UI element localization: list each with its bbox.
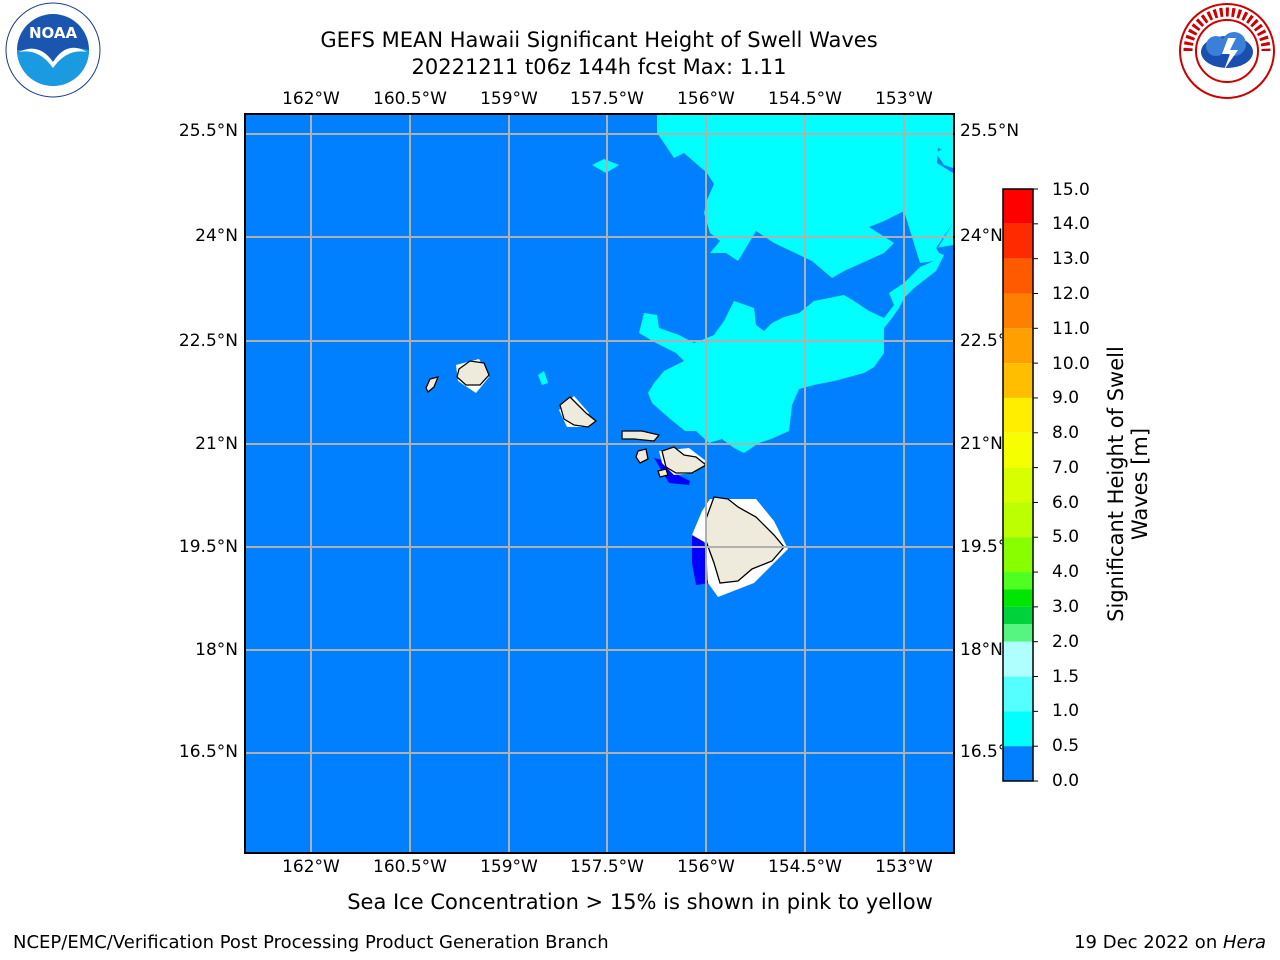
lon-label-top: 154.5°W bbox=[768, 89, 842, 109]
lon-label-bottom: 153°W bbox=[875, 857, 933, 877]
island-kahoolawe bbox=[657, 468, 669, 478]
lat-label-left: 16.5°N bbox=[178, 742, 238, 762]
swell-contour-1-1.5m bbox=[639, 253, 944, 453]
lon-label-bottom: 160.5°W bbox=[373, 857, 447, 877]
colorbar-band bbox=[1003, 467, 1033, 503]
colorbar-band bbox=[1003, 328, 1033, 364]
colorbar-label: Significant Height of Swell Waves [m] bbox=[1104, 346, 1152, 622]
island-oahu bbox=[559, 396, 598, 428]
colorbar-band bbox=[1003, 624, 1033, 642]
hawaii-swell-map bbox=[244, 113, 955, 854]
colorbar-band bbox=[1003, 363, 1033, 398]
lat-label-right: 21°N bbox=[960, 434, 1003, 454]
swell-contour-1-1.5m bbox=[538, 371, 548, 385]
colorbar bbox=[1002, 188, 1038, 782]
swell-contour-1-1.5m bbox=[592, 159, 619, 173]
colorbar-band bbox=[1003, 189, 1033, 224]
island-kauai bbox=[456, 360, 490, 386]
colorbar-tick-label: 1.5 bbox=[1052, 667, 1080, 687]
lon-label-bottom: 157.5°W bbox=[570, 857, 644, 877]
colorbar-tick-label: 12.0 bbox=[1052, 284, 1090, 304]
colorbar-tick-label: 13.0 bbox=[1052, 249, 1090, 269]
graticule bbox=[245, 114, 954, 853]
colorbar-band bbox=[1003, 223, 1033, 259]
colorbar-band bbox=[1003, 572, 1033, 590]
colorbar-band bbox=[1003, 537, 1033, 573]
colorbar-tick-label: 8.0 bbox=[1052, 423, 1080, 443]
colorbar-tick-label: 7.0 bbox=[1052, 458, 1080, 478]
colorbar-band bbox=[1003, 397, 1033, 433]
footer-date: 19 Dec 2022 on Hera bbox=[1074, 932, 1266, 953]
swell-contour-1-1.5m bbox=[936, 223, 953, 248]
lat-label-left: 24°N bbox=[195, 226, 238, 246]
lat-label-left: 22.5°N bbox=[178, 331, 238, 351]
svg-text:NOAA: NOAA bbox=[29, 24, 78, 42]
colorbar-tick-label: 3.0 bbox=[1052, 597, 1080, 617]
colorbar-band bbox=[1003, 606, 1033, 625]
map-subtitle: Sea Ice Concentration > 15% is shown in … bbox=[347, 890, 933, 914]
lat-label-left: 21°N bbox=[195, 434, 238, 454]
lon-label-top: 162°W bbox=[282, 89, 340, 109]
colorbar-tick-label: 6.0 bbox=[1052, 493, 1080, 513]
lon-label-top: 153°W bbox=[875, 89, 933, 109]
colorbar-band bbox=[1003, 293, 1033, 329]
colorbar-tick-label: 0.0 bbox=[1052, 771, 1080, 791]
island-lanai bbox=[635, 448, 649, 464]
island-hawaii bbox=[705, 496, 785, 584]
noaa-logo: NOAA bbox=[5, 2, 101, 98]
lon-label-top: 160.5°W bbox=[373, 89, 447, 109]
map-frame bbox=[244, 113, 955, 854]
colorbar-frame bbox=[1002, 188, 1034, 782]
lon-label-bottom: 156°W bbox=[677, 857, 735, 877]
lat-label-left: 18°N bbox=[195, 640, 238, 660]
nws-logo bbox=[1178, 2, 1276, 100]
colorbar-band bbox=[1003, 676, 1033, 712]
colorbar-tick-label: 9.0 bbox=[1052, 388, 1080, 408]
colorbar-band bbox=[1003, 711, 1033, 747]
colorbar-tick-label: 14.0 bbox=[1052, 214, 1090, 234]
chart-title-line2: 20221211 t06z 144h fcst Max: 1.11 bbox=[411, 55, 787, 79]
footer-credit: NCEP/EMC/Verification Post Processing Pr… bbox=[13, 932, 609, 953]
lat-label-right: 18°N bbox=[960, 640, 1003, 660]
colorbar-band bbox=[1003, 432, 1033, 468]
swell-contour-1-1.5m bbox=[944, 209, 953, 225]
footer-machine: Hera bbox=[1222, 932, 1266, 953]
colorbar-tick-label: 11.0 bbox=[1052, 319, 1090, 339]
colorbar-tick-label: 1.0 bbox=[1052, 701, 1080, 721]
island-molokai bbox=[621, 430, 661, 442]
lon-label-bottom: 159°W bbox=[480, 857, 538, 877]
islands bbox=[425, 360, 785, 584]
colorbar-band bbox=[1003, 746, 1033, 781]
chart-title-line1: GEFS MEAN Hawaii Significant Height of S… bbox=[320, 28, 878, 52]
island-niihau bbox=[425, 376, 440, 394]
colorbar-tick-label: 2.0 bbox=[1052, 632, 1080, 652]
colorbar-band bbox=[1003, 502, 1033, 538]
lat-label-right: 24°N bbox=[960, 226, 1003, 246]
colorbar-tick-label: 0.5 bbox=[1052, 736, 1080, 756]
lat-label-right: 25.5°N bbox=[960, 121, 1020, 141]
lat-label-left: 25.5°N bbox=[178, 121, 238, 141]
swell-contour-1-1.5m bbox=[936, 141, 953, 168]
colorbar-tick-label: 15.0 bbox=[1052, 180, 1090, 200]
colorbar-band bbox=[1003, 641, 1033, 677]
lat-label-left: 19.5°N bbox=[178, 537, 238, 557]
colorbar-band bbox=[1003, 589, 1033, 607]
colorbar-tick-label: 5.0 bbox=[1052, 527, 1080, 547]
colorbar-band bbox=[1003, 258, 1033, 294]
colorbar-tick-label: 10.0 bbox=[1052, 354, 1090, 374]
lon-label-top: 156°W bbox=[677, 89, 735, 109]
footer-date-text: 19 Dec 2022 on bbox=[1074, 932, 1223, 953]
lon-label-top: 159°W bbox=[480, 89, 538, 109]
lon-label-bottom: 154.5°W bbox=[768, 857, 842, 877]
colorbar-tick-label: 4.0 bbox=[1052, 562, 1080, 582]
lon-label-top: 157.5°W bbox=[570, 89, 644, 109]
lon-label-bottom: 162°W bbox=[282, 857, 340, 877]
